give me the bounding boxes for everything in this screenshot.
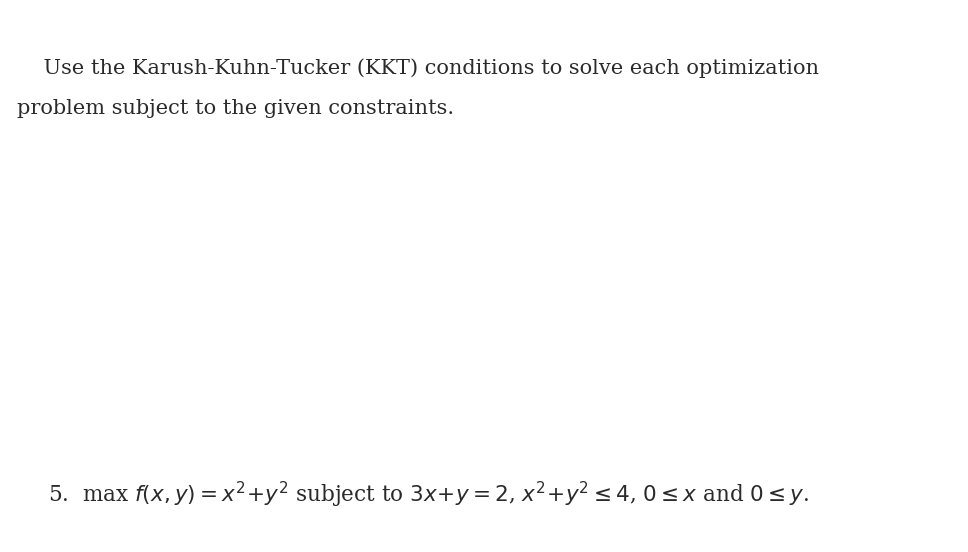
Text: problem subject to the given constraints.: problem subject to the given constraints… bbox=[17, 99, 455, 118]
Text: Use the Karush-Kuhn-Tucker (KKT) conditions to solve each optimization: Use the Karush-Kuhn-Tucker (KKT) conditi… bbox=[17, 58, 820, 78]
Text: 5.  max $f(x, y) = x^2\!+\!y^2$ subject to $3x\!+\!y = 2$, $x^2\!+\!y^2 \leq 4$,: 5. max $f(x, y) = x^2\!+\!y^2$ subject t… bbox=[48, 480, 809, 511]
